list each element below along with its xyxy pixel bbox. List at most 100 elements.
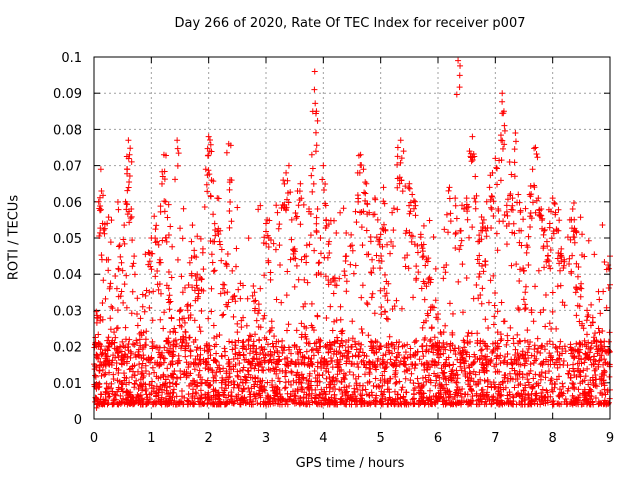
- data-point: [332, 399, 339, 406]
- data-point: [369, 256, 376, 263]
- data-point: [257, 384, 264, 391]
- data-point: [516, 306, 523, 313]
- data-point: [547, 208, 554, 215]
- data-point: [349, 353, 356, 360]
- data-point: [118, 386, 125, 393]
- data-point: [348, 401, 355, 408]
- data-point: [296, 196, 303, 203]
- data-point: [546, 320, 553, 327]
- data-point: [569, 380, 576, 387]
- data-point: [318, 355, 325, 362]
- data-point: [123, 389, 130, 396]
- data-point: [174, 358, 181, 365]
- data-point: [234, 355, 241, 362]
- data-point: [369, 290, 376, 297]
- data-point: [462, 348, 469, 355]
- data-point: [330, 374, 337, 381]
- data-point: [397, 137, 404, 144]
- data-point: [412, 212, 419, 219]
- data-point: [155, 398, 162, 405]
- data-point: [442, 322, 449, 329]
- data-point: [400, 148, 407, 155]
- data-point: [171, 325, 178, 332]
- data-point: [302, 331, 309, 338]
- data-point: [431, 334, 438, 341]
- data-point: [519, 352, 526, 359]
- data-point: [582, 355, 589, 362]
- data-point: [99, 316, 106, 323]
- data-point: [401, 354, 408, 361]
- data-point: [476, 369, 483, 376]
- data-point: [267, 352, 274, 359]
- data-point: [363, 227, 370, 234]
- data-point: [452, 345, 459, 352]
- data-point: [396, 338, 403, 345]
- data-point: [177, 367, 184, 374]
- data-point: [554, 356, 561, 363]
- data-point: [356, 169, 363, 176]
- data-point: [292, 210, 299, 217]
- data-point: [544, 340, 551, 347]
- data-point: [123, 272, 130, 279]
- data-point: [474, 339, 481, 346]
- data-point: [511, 230, 518, 237]
- data-point: [105, 390, 112, 397]
- data-point: [197, 387, 204, 394]
- data-point: [478, 387, 485, 394]
- data-point: [486, 184, 493, 191]
- data-point: [112, 354, 119, 361]
- data-point: [165, 231, 172, 238]
- data-point: [265, 341, 272, 348]
- data-point: [452, 195, 459, 202]
- data-point: [540, 245, 547, 252]
- data-point: [380, 184, 387, 191]
- data-point: [484, 383, 491, 390]
- data-point: [281, 344, 288, 351]
- data-point: [297, 221, 304, 228]
- data-point: [492, 340, 499, 347]
- data-point: [345, 353, 352, 360]
- data-point: [405, 184, 412, 191]
- data-point: [355, 353, 362, 360]
- data-point: [216, 331, 223, 338]
- data-point: [361, 352, 368, 359]
- data-point: [233, 245, 240, 252]
- data-point: [203, 342, 210, 349]
- data-point: [164, 384, 171, 391]
- data-point: [359, 282, 366, 289]
- data-point: [511, 146, 518, 153]
- data-point: [408, 370, 415, 377]
- data-point: [154, 268, 161, 275]
- data-point: [314, 117, 321, 124]
- data-point: [459, 386, 466, 393]
- data-point: [545, 258, 552, 265]
- data-point: [545, 368, 552, 375]
- data-point: [491, 313, 498, 320]
- data-point: [483, 233, 490, 240]
- data-point: [152, 226, 159, 233]
- data-point: [501, 212, 508, 219]
- data-point: [147, 356, 154, 363]
- data-point: [149, 401, 156, 408]
- data-point: [375, 238, 382, 245]
- data-point: [517, 209, 524, 216]
- data-point: [208, 308, 215, 315]
- data-point: [169, 380, 176, 387]
- data-point: [527, 224, 534, 231]
- data-point: [466, 148, 473, 155]
- data-point: [143, 391, 150, 398]
- data-point: [480, 367, 487, 374]
- data-point: [488, 224, 495, 231]
- data-point: [182, 353, 189, 360]
- data-point: [139, 360, 146, 367]
- data-point: [337, 303, 344, 310]
- data-point: [270, 365, 277, 372]
- data-point: [553, 345, 560, 352]
- data-point: [187, 347, 194, 354]
- data-point: [549, 308, 556, 315]
- data-point: [530, 318, 537, 325]
- data-point: [472, 198, 479, 205]
- data-point: [591, 367, 598, 374]
- data-point: [288, 369, 295, 376]
- data-point: [163, 238, 170, 245]
